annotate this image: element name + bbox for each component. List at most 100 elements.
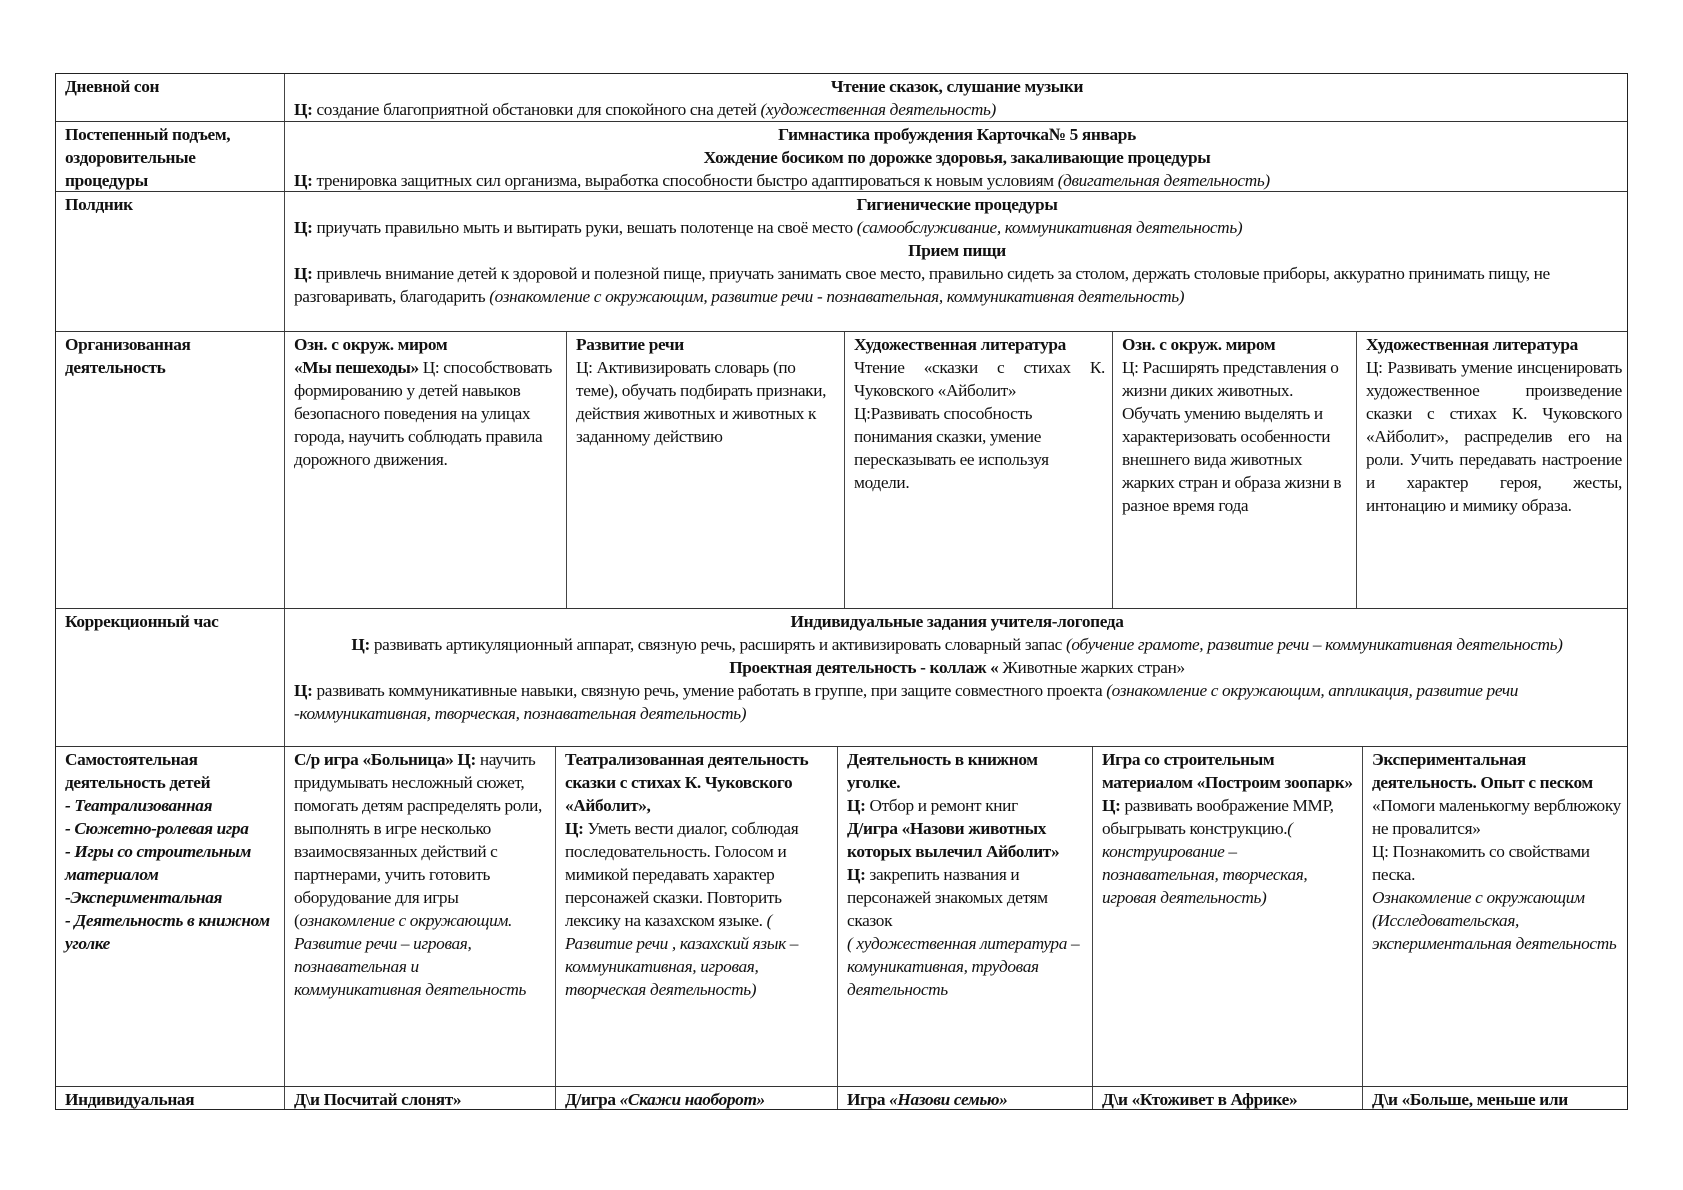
bold-text: «Назови семью» [889,1090,1008,1109]
paragraph: Экспериментальная деятельность. Опыт с п… [1372,748,1622,840]
activity-cell: Театрализованная деятельность сказки с с… [555,747,837,1086]
paragraph: Проектная деятельность - коллаж « Животн… [294,656,1620,679]
paragraph: Ц: Познакомить со свойствами песка. [1372,840,1622,886]
paragraph: Ц: развивать коммуникативные навыки, свя… [294,679,1620,725]
activity-cell: Д\и Посчитай слонят» [284,1087,555,1109]
paragraph: Деятельность в книжном уголке. [847,748,1085,794]
row-label: Постепенный подъем, оздоровительные проц… [56,122,284,191]
text: развивать артикуляционный аппарат, связн… [369,635,1066,654]
label-text: Самостоятельная деятельность детей [65,750,211,792]
bold-text: «Скажи наоборот» [619,1090,766,1109]
paragraph: Д/игра «Назови животных которых вылечил … [847,817,1085,863]
italic-text: (самообслуживание, коммуникативная деяте… [856,218,1243,237]
bold-text: Ц: [294,100,313,119]
bold-text: Ц: [565,819,584,838]
bold-text: Д\и Посчитай слонят» [294,1090,462,1109]
italic-text: ( художественная литература – комуникати… [847,934,1080,999]
activity-cell: Игра «Назови семью» [837,1087,1092,1109]
text: Ц: Познакомить со свойствами песка. [1372,842,1590,884]
paragraph: Озн. с окруж. миром [1122,333,1349,356]
bold-text: Ц: [294,218,313,237]
row-label: Коррекционный час [56,609,284,746]
activity-cell: Д\и «Ктоживет в Африке» [1092,1087,1362,1109]
text: развивать коммуникативные навыки, связну… [312,681,1107,700]
paragraph: С/р игра «Больница» Ц: научить придумыва… [294,748,548,1001]
bold-text: Ц: [1102,796,1121,815]
bold-text: Ц: [847,796,866,815]
bold-text: Озн. с окруж. миром [294,335,448,354]
bold-text: С/р игра «Больница» Ц: [294,750,476,769]
bold-text: Ц: [294,264,313,283]
bold-text: Проектная деятельность - коллаж « [729,658,999,677]
activity-cell: Экспериментальная деятельность. Опыт с п… [1362,747,1627,1086]
italic-text: ( Развитие речи , казахский язык – комму… [565,911,799,999]
label-subitem: - Сюжетно-ролевая игра [65,819,249,838]
paragraph: Чтение сказок, слушание музыки [294,75,1620,98]
paragraph: Ц: привлечь внимание детей к здоровой и … [294,262,1620,308]
bold-text: Хождение босиком по дорожке здоровья, за… [703,148,1211,167]
paragraph: Театрализованная деятельность сказки с с… [565,748,830,817]
paragraph: Игра «Назови семью» [847,1088,1085,1109]
row-content: Гимнастика пробуждения Карточка№ 5 январ… [284,122,1627,191]
italic-text: (ознакомление с окружающим, аппликация, … [294,681,1519,723]
bold-text: Д/игра «Назови животных которых вылечил … [847,819,1060,861]
label-text: Дневной сон [65,77,160,96]
activity-cell: Озн. с окруж. миром «Мы пешеходы» Ц: спос… [284,332,566,608]
paragraph: Хождение босиком по дорожке здоровья, за… [294,146,1620,169]
paragraph: Игра со строительным материалом «Построи… [1102,748,1355,794]
paragraph: Ц: Отбор и ремонт книг [847,794,1085,817]
text: «Помоги маленькогму верблюжоку не провал… [1372,796,1621,838]
text: Уметь вести диалог, соблюдая последовате… [565,819,799,930]
row-gradual-wakeup: Постепенный подъем, оздоровительные проц… [56,121,1627,191]
text: привлечь внимание детей к здоровой и пол… [294,264,1550,306]
row-label: Дневной сон [56,74,284,121]
bold-text: Чтение сказок, слушание музыки [830,77,1084,96]
label-line: - Игры со строительным материалом [65,840,277,886]
bold-text: Деятельность в книжном уголке. [847,750,1038,792]
text: Чтение «сказки с стихах К. Чуковского «А… [854,358,1105,400]
label-text: Полдник [65,195,133,214]
bold-text: Д\и «Ктоживет в Африке» [1102,1090,1298,1109]
bold-text: Ц: [294,171,313,190]
paragraph: Гимнастика пробуждения Карточка№ 5 январ… [294,123,1620,146]
row-content: Индивидуальные задания учителя-логопеда Ц… [284,609,1627,746]
paragraph: Ц: Расширять представления о жизни диких… [1122,356,1349,517]
paragraph: ( художественная литература – комуникати… [847,932,1085,1001]
text: Ц: Активизировать словарь (по теме), обу… [576,358,827,446]
activity-cell: Развитие речи Ц: Активизировать словарь (… [566,332,844,608]
activity-cell: Художественная литература Ц: Развивать ум… [1356,332,1627,608]
label-subitem: -Экспериментальная [65,888,223,907]
paragraph: Ц: закрепить названия и персонажей знако… [847,863,1085,932]
paragraph: Ц: Развивать умение инсценировать художе… [1366,356,1622,517]
paragraph: Индивидуальные задания учителя-логопеда [294,610,1620,633]
paragraph: Ц: развивать воображение ММР, обыгрывать… [1102,794,1355,909]
paragraph: Ознакомление с окружающим (Исследователь… [1372,886,1622,955]
label-subitem: - Деятельность в книжном уголке [65,911,270,953]
bold-text: Развитие речи [576,335,684,354]
bold-text: Игра со строительным материалом «Построи… [1102,750,1353,792]
label-text: Коррекционный час [65,612,219,631]
text: Ц: способствовать формированию у детей н… [294,358,552,469]
text: Ц: Развивать умение инсценировать художе… [1366,358,1622,515]
bold-text: Д/игра [565,1090,620,1109]
bold-text: Ц: [294,681,313,700]
paragraph: Д\и «Больше, меньше или [1372,1088,1622,1109]
paragraph: Д/игра «Скажи наоборот» [565,1088,830,1109]
schedule-table: Дневной сон Чтение сказок, слушание музык… [55,73,1628,1110]
bold-text: Ц: [351,635,370,654]
text: Отбор и ремонт книг [865,796,1018,815]
activity-cell: Д/игра «Скажи наоборот» [555,1087,837,1109]
label-line: Индивидуальная [65,1088,277,1109]
activity-cell: Д\и «Больше, меньше или [1362,1087,1627,1109]
paragraph: Ц: Уметь вести диалог, соблюдая последов… [565,817,830,1001]
label-line: Полдник [65,193,277,216]
italic-text: ( конструирование – познавательная, твор… [1102,819,1308,907]
bold-text: Игра [847,1090,890,1109]
text: Ц:Развивать способность понимания сказки… [854,404,1049,492]
italic-text: (двигательная деятельность) [1057,171,1270,190]
text: Животные жарких стран» [998,658,1185,677]
row-afternoon-snack: Полдник Гигиенические процедуры Ц: приучат… [56,191,1627,331]
activity-cell: С/р игра «Больница» Ц: научить придумыва… [284,747,555,1086]
activity-cell: Художественная литература Чтение «сказки … [844,332,1112,608]
bold-text: Прием пищи [908,241,1006,260]
